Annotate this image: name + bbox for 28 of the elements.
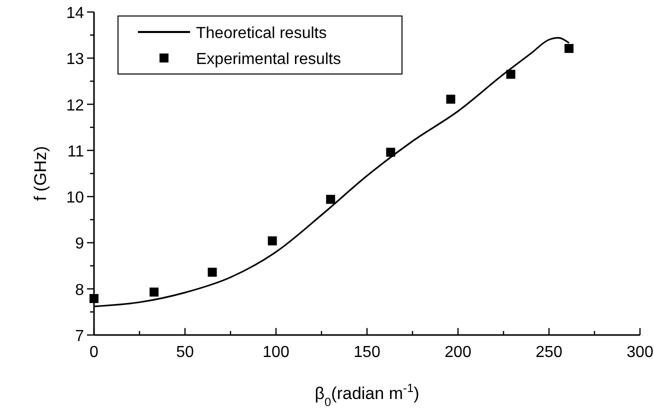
x-tick-label: 100: [262, 344, 290, 361]
y-tick-label: 7: [75, 328, 84, 345]
point: [506, 70, 516, 79]
y-axis-title: f (GHz): [31, 146, 50, 201]
point: [208, 268, 217, 277]
legend-label: Experimental results: [196, 51, 341, 68]
x-tick-label: 300: [626, 344, 654, 361]
x-tick-label: 200: [444, 344, 472, 361]
x-tick-label: 250: [536, 344, 562, 361]
point: [386, 148, 396, 157]
x-tick-label: 0: [90, 344, 99, 361]
x-tick-label: 150: [354, 344, 380, 361]
y-tick-label: 14: [66, 5, 84, 22]
point: [446, 94, 456, 104]
x-axis-title: β$_{0}$(radian m$^{-1}$): [314, 381, 420, 409]
x-tick-label: 50: [176, 344, 194, 361]
y-tick-label: 10: [66, 190, 84, 207]
point: [90, 294, 98, 304]
y-tick-label: 8: [75, 282, 84, 299]
point: [268, 236, 277, 246]
y-tick-label: 13: [66, 51, 84, 68]
point: [326, 194, 336, 204]
legend-label: Theoretical results: [196, 25, 327, 42]
y-tick-label: 9: [75, 236, 84, 253]
point: [564, 44, 574, 53]
point: [150, 288, 159, 297]
y-tick-label: 11: [67, 143, 84, 160]
y-tick-label: 12: [66, 97, 84, 114]
